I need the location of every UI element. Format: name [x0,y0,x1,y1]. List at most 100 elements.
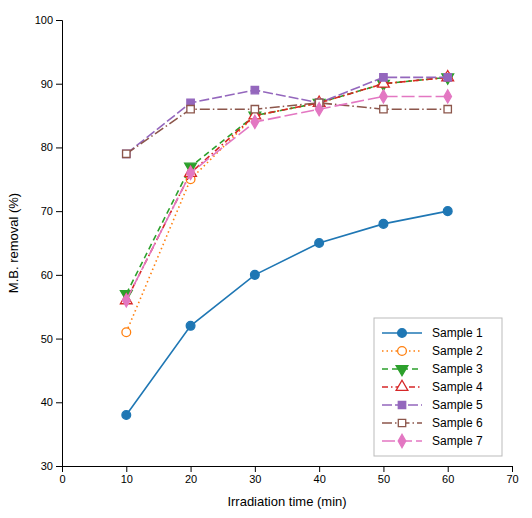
marker [442,71,454,81]
x-tick: 60 [442,466,454,485]
x-tick-mark [448,466,449,472]
legend-item: Sample 1 [382,326,483,340]
chart: 0 10 20 30 40 50 60 70 30 40 50 60 70 80 90 100 Sample 1… [0,0,532,518]
x-tick-label: 30 [249,473,261,485]
legend-label: Sample 5 [432,398,483,412]
y-tick-label: 70 [41,205,53,217]
legend-marker [398,347,407,356]
y-tick: 70 [41,205,62,217]
legend-frame [374,318,502,456]
y-tick-label: 80 [41,141,53,153]
y-tick-label: 90 [41,78,53,90]
legend-label: Sample 1 [432,326,483,340]
marker [187,166,195,179]
marker [444,90,452,103]
x-tick-label: 70 [506,473,518,485]
x-tick: 0 [59,466,65,485]
legend-label: Sample 3 [432,362,483,376]
y-axis-line [56,21,63,467]
y-tick-mark [56,147,62,148]
series [122,207,452,420]
x-axis: 0 10 20 30 40 50 60 70 [59,466,518,485]
series [120,74,453,301]
series-line [126,103,447,154]
x-tick: 40 [314,466,326,485]
y-tick: 50 [41,333,62,345]
marker [122,328,131,337]
x-tick-mark [255,466,256,472]
x-tick-label: 40 [314,473,326,485]
marker [444,105,451,112]
legend-marker [398,329,407,338]
marker [122,411,131,420]
series-line [126,96,447,300]
marker [251,105,258,112]
legend-marker [396,380,408,390]
y-axis: 30 40 50 60 70 80 90 100 [35,14,63,472]
series [122,90,451,307]
legend-item: Sample 4 [382,380,483,394]
x-tick-label: 0 [59,473,65,485]
x-tick-label: 20 [185,473,197,485]
marker [250,270,259,279]
series-line [126,77,447,300]
legend-marker [398,419,405,426]
marker [122,294,130,307]
legend-item: Sample 2 [382,344,483,358]
legend-label: Sample 7 [432,434,483,448]
marker [442,74,454,84]
y-tick: 100 [35,14,62,26]
legend-item: Sample 6 [382,416,483,430]
x-tick-mark [126,466,127,472]
y-tick: 80 [41,141,62,153]
x-tick: 20 [185,466,197,485]
x-tick-mark [319,466,320,472]
x-tick-label: 10 [121,473,133,485]
legend-marker [398,434,406,447]
y-tick: 30 [41,460,62,472]
legend-label: Sample 6 [432,416,483,430]
x-tick-mark [191,466,192,472]
y-tick-mark [56,402,62,403]
legend: Sample 1 Sample 2 Sample 3 Sample 4 Sample 5… [374,318,502,456]
legend-item: Sample 3 [382,362,483,376]
x-tick-label: 60 [442,473,454,485]
marker [123,150,130,157]
series [122,73,452,337]
marker [380,105,387,112]
y-tick-mark [56,275,62,276]
y-tick-mark [56,84,62,85]
legend-item: Sample 7 [382,434,483,448]
legend-label: Sample 4 [432,380,483,394]
marker [315,103,323,116]
y-tick-label: 50 [41,333,53,345]
series-line [126,77,447,332]
marker [251,115,259,128]
marker [123,150,130,157]
y-tick: 40 [41,396,62,408]
y-tick-mark [56,339,62,340]
marker [443,73,452,82]
y-tick-label: 60 [41,269,53,281]
marker [380,90,388,103]
y-tick-label: 40 [41,396,53,408]
x-tick: 50 [378,466,390,485]
marker [315,239,324,248]
legend-marker [398,401,405,408]
legend-marker [396,366,408,376]
x-tick: 30 [249,466,261,485]
x-tick-mark [512,466,513,472]
y-tick-label: 100 [35,14,53,26]
x-tick: 70 [506,466,518,485]
marker [380,74,387,81]
marker [187,105,194,112]
legend-item: Sample 5 [382,398,483,412]
marker [186,321,195,330]
marker [443,207,452,216]
series-line [126,211,447,415]
series-group [120,71,453,420]
x-tick-label: 50 [378,473,390,485]
marker [444,74,451,81]
y-tick-mark [56,466,62,467]
y-tick-mark [56,20,62,21]
